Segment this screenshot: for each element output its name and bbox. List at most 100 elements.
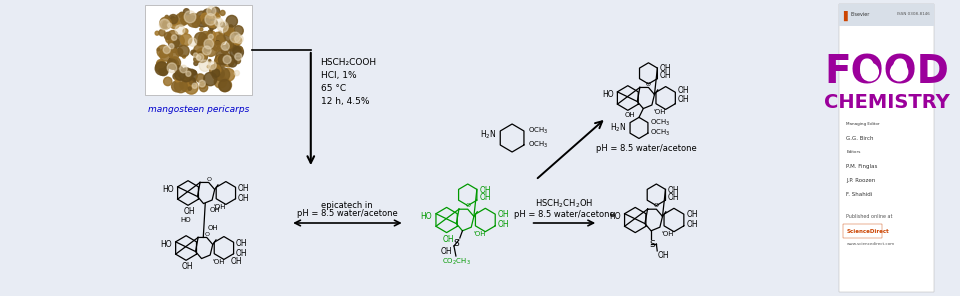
Circle shape: [183, 29, 188, 34]
Circle shape: [235, 53, 242, 60]
Text: OH: OH: [207, 225, 218, 231]
Circle shape: [214, 63, 221, 69]
Circle shape: [159, 66, 168, 76]
Circle shape: [156, 61, 166, 70]
Circle shape: [234, 70, 239, 76]
Circle shape: [215, 60, 220, 65]
Text: OH: OH: [479, 186, 491, 195]
Text: OH: OH: [238, 184, 250, 193]
Circle shape: [192, 51, 198, 56]
Circle shape: [188, 87, 191, 90]
Circle shape: [167, 59, 177, 68]
Circle shape: [172, 35, 177, 40]
Circle shape: [224, 25, 233, 36]
Circle shape: [156, 62, 167, 73]
Circle shape: [223, 55, 231, 64]
Circle shape: [208, 61, 216, 70]
Circle shape: [202, 53, 206, 58]
Circle shape: [180, 34, 192, 46]
Circle shape: [156, 31, 159, 35]
Circle shape: [220, 10, 225, 15]
Text: HO: HO: [610, 212, 621, 221]
Circle shape: [175, 25, 185, 35]
Circle shape: [227, 42, 232, 48]
Text: CHEMISTRY: CHEMISTRY: [824, 93, 949, 112]
Circle shape: [217, 15, 220, 18]
Circle shape: [223, 54, 234, 67]
Circle shape: [223, 69, 234, 81]
Circle shape: [194, 61, 198, 65]
Circle shape: [228, 58, 237, 67]
Text: G.G. Birch: G.G. Birch: [847, 136, 874, 141]
Circle shape: [169, 49, 180, 59]
Text: HSCH$_2$CH$_2$OH: HSCH$_2$CH$_2$OH: [535, 197, 593, 210]
Circle shape: [228, 44, 235, 51]
Circle shape: [159, 30, 165, 36]
Circle shape: [206, 41, 212, 46]
Circle shape: [197, 41, 202, 46]
Circle shape: [228, 25, 233, 29]
Bar: [145, 5, 252, 95]
Text: 65 °C: 65 °C: [321, 84, 346, 93]
Text: OH: OH: [678, 86, 689, 96]
Circle shape: [180, 65, 187, 73]
Text: OH: OH: [660, 64, 671, 73]
Circle shape: [167, 63, 177, 73]
Text: O: O: [466, 203, 470, 208]
Circle shape: [185, 69, 198, 82]
Circle shape: [203, 46, 211, 55]
Circle shape: [221, 22, 225, 27]
Text: O: O: [206, 176, 211, 181]
Text: pH = 8.5 water/acetone: pH = 8.5 water/acetone: [297, 209, 397, 218]
Text: P.M. Finglas: P.M. Finglas: [847, 164, 877, 169]
Circle shape: [212, 69, 220, 77]
Text: ScienceDirect: ScienceDirect: [847, 229, 889, 234]
Circle shape: [207, 65, 209, 68]
Circle shape: [156, 65, 159, 67]
Circle shape: [229, 45, 244, 59]
Circle shape: [180, 16, 189, 24]
Circle shape: [203, 18, 210, 26]
Circle shape: [167, 30, 178, 41]
Circle shape: [222, 42, 229, 50]
Circle shape: [186, 71, 191, 76]
Circle shape: [159, 48, 173, 61]
Text: $\rm OCH_3$: $\rm OCH_3$: [528, 140, 548, 150]
Circle shape: [190, 78, 196, 84]
Circle shape: [200, 83, 207, 92]
Circle shape: [157, 48, 159, 51]
Circle shape: [175, 70, 184, 80]
Circle shape: [165, 15, 169, 19]
Text: OH: OH: [668, 193, 680, 202]
Circle shape: [169, 15, 178, 24]
Circle shape: [175, 66, 183, 74]
Circle shape: [192, 20, 200, 28]
Circle shape: [207, 9, 210, 12]
Text: HO: HO: [180, 217, 191, 223]
Circle shape: [228, 39, 239, 50]
Circle shape: [183, 69, 189, 75]
Circle shape: [195, 52, 203, 60]
Circle shape: [172, 47, 177, 53]
Text: $\rm H_2N$: $\rm H_2N$: [480, 129, 496, 141]
Circle shape: [197, 49, 206, 58]
Circle shape: [163, 21, 166, 24]
Text: pH = 8.5 water/acetone: pH = 8.5 water/acetone: [514, 210, 614, 219]
Circle shape: [174, 79, 187, 93]
Text: mangosteen pericarps: mangosteen pericarps: [148, 105, 249, 114]
Circle shape: [235, 34, 239, 37]
Circle shape: [209, 65, 221, 76]
Circle shape: [204, 72, 217, 86]
Circle shape: [169, 57, 180, 69]
Circle shape: [191, 50, 196, 55]
Text: Elsevier: Elsevier: [851, 12, 870, 17]
Circle shape: [216, 50, 229, 63]
Text: OH: OH: [441, 247, 452, 256]
Circle shape: [173, 35, 184, 47]
Circle shape: [233, 41, 237, 44]
Circle shape: [204, 39, 214, 49]
Text: pH = 8.5 water/acetone: pH = 8.5 water/acetone: [596, 144, 697, 152]
Circle shape: [189, 81, 193, 84]
Circle shape: [196, 74, 204, 83]
Circle shape: [217, 21, 228, 32]
